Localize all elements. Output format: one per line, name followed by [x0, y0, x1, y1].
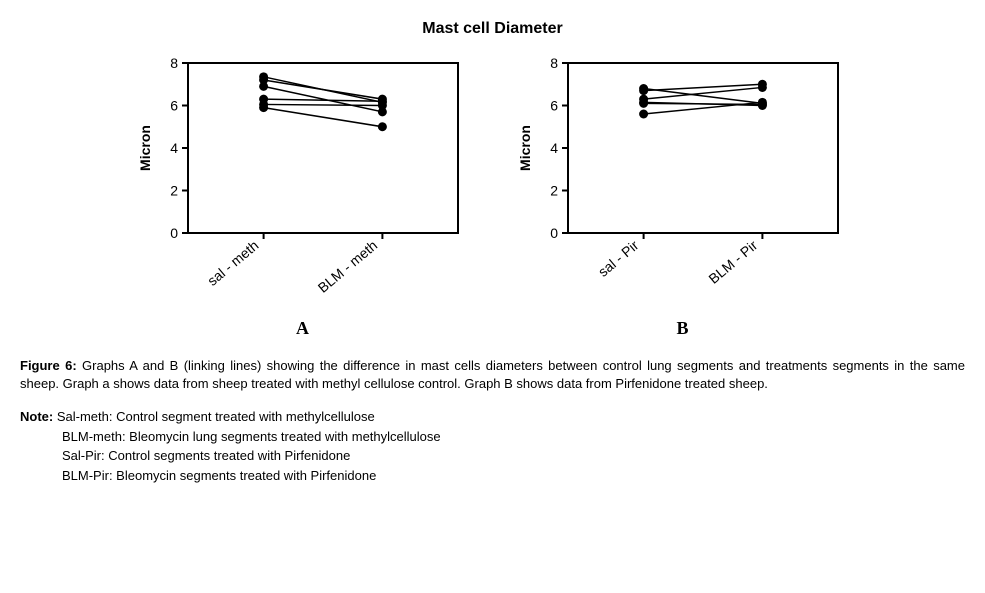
svg-text:8: 8	[550, 55, 558, 71]
svg-text:2: 2	[550, 183, 558, 199]
note-def: BLM-Pir: Bleomycin segments treated with…	[62, 466, 965, 486]
figure-title: Mast cell Diameter	[20, 20, 965, 38]
svg-text:Micron: Micron	[517, 125, 533, 171]
svg-text:0: 0	[170, 225, 178, 241]
chart-b: 0 2 4 6 8 Micron sal - Pir BLM - Pir	[513, 48, 853, 308]
note-label: Note:	[20, 409, 53, 424]
svg-text:Micron: Micron	[137, 125, 153, 171]
chart-a: 0 2 4 6 8 Micron sal - meth BLM - meth	[133, 48, 473, 308]
svg-text:8: 8	[170, 55, 178, 71]
svg-text:BLM - Pir: BLM - Pir	[705, 237, 760, 287]
panel-label-a: A	[296, 318, 309, 339]
svg-text:6: 6	[550, 98, 558, 114]
chart-b-box: 0 2 4 6 8 Micron sal - Pir BLM - Pir B	[513, 48, 853, 339]
svg-text:6: 6	[170, 98, 178, 114]
figure-caption: Figure 6: Graphs A and B (linking lines)…	[20, 357, 965, 393]
svg-text:sal - meth: sal - meth	[204, 237, 261, 289]
figure-note: Note: Sal-meth: Control segment treated …	[20, 407, 965, 485]
svg-text:4: 4	[170, 140, 178, 156]
note-def: Sal-Pir: Control segments treated with P…	[62, 446, 965, 466]
caption-text: Graphs A and B (linking lines) showing t…	[20, 358, 965, 391]
svg-text:sal - Pir: sal - Pir	[594, 237, 641, 280]
caption-label: Figure 6:	[20, 358, 77, 373]
note-defs-list: BLM-meth: Bleomycin lung segments treate…	[20, 427, 965, 486]
charts-container: 0 2 4 6 8 Micron sal - meth BLM - meth A 0 2 4 6 8 M…	[20, 48, 965, 339]
note-first-def: Sal-meth: Control segment treated with m…	[53, 409, 375, 424]
svg-text:BLM - meth: BLM - meth	[314, 237, 380, 296]
svg-text:0: 0	[550, 225, 558, 241]
panel-label-b: B	[676, 318, 688, 339]
chart-a-box: 0 2 4 6 8 Micron sal - meth BLM - meth A	[133, 48, 473, 339]
svg-text:2: 2	[170, 183, 178, 199]
svg-text:4: 4	[550, 140, 558, 156]
note-def: BLM-meth: Bleomycin lung segments treate…	[62, 427, 965, 447]
